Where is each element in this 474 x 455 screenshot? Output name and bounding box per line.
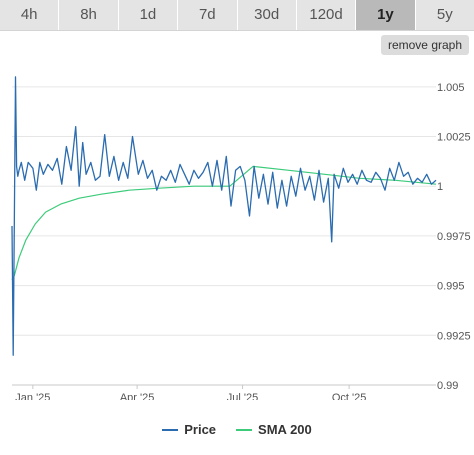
tab-30d[interactable]: 30d xyxy=(237,0,297,30)
x-tick-label-3: Oct '25 xyxy=(332,392,367,400)
y-tick-label-2: 1 xyxy=(437,181,443,193)
tab-8h[interactable]: 8h xyxy=(59,0,119,30)
legend-label-price: Price xyxy=(184,422,217,437)
tab-4h[interactable]: 4h xyxy=(0,0,60,30)
y-tick-label-6: 0.99 xyxy=(437,380,458,392)
x-tick-label-2: Jul '25 xyxy=(227,392,258,400)
timeframe-tabs: 4h 8h 1d 7d 30d 120d 1y 5y xyxy=(0,0,474,31)
legend-item-price[interactable]: Price xyxy=(162,422,216,437)
legend-label-sma: SMA 200 xyxy=(258,422,312,437)
remove-graph-button[interactable]: remove graph xyxy=(381,35,469,55)
tab-1d[interactable]: 1d xyxy=(118,0,179,30)
tab-1y[interactable]: 1y xyxy=(356,0,416,30)
sma-200-line xyxy=(11,165,437,280)
tab-7d[interactable]: 7d xyxy=(178,0,238,30)
y-tick-label-0: 1.005 xyxy=(437,82,465,94)
price-chart: 1.005 1.0025 1 0.9975 0.995 0.9925 0.99 Jan '25… xyxy=(11,76,471,400)
tab-120d[interactable]: 120d xyxy=(296,0,357,30)
legend-swatch-price xyxy=(162,428,179,431)
series-layer xyxy=(11,76,437,356)
legend-item-sma[interactable]: SMA 200 xyxy=(236,422,312,437)
chart-legend: Price SMA 200 xyxy=(0,422,474,437)
tab-5y[interactable]: 5y xyxy=(415,0,474,30)
x-tick-label-0: Jan '25 xyxy=(15,392,50,400)
legend-swatch-sma xyxy=(236,428,253,431)
y-tick-label-3: 0.9975 xyxy=(437,231,471,243)
y-tick-label-5: 0.9925 xyxy=(437,330,471,342)
axis-layer: 1.005 1.0025 1 0.9975 0.995 0.9925 0.99 Jan '25… xyxy=(12,82,471,400)
y-tick-label-4: 0.995 xyxy=(437,281,465,293)
price-line xyxy=(11,76,437,356)
x-tick-label-1: Apr '25 xyxy=(120,392,155,400)
y-tick-label-1: 1.0025 xyxy=(437,132,471,144)
